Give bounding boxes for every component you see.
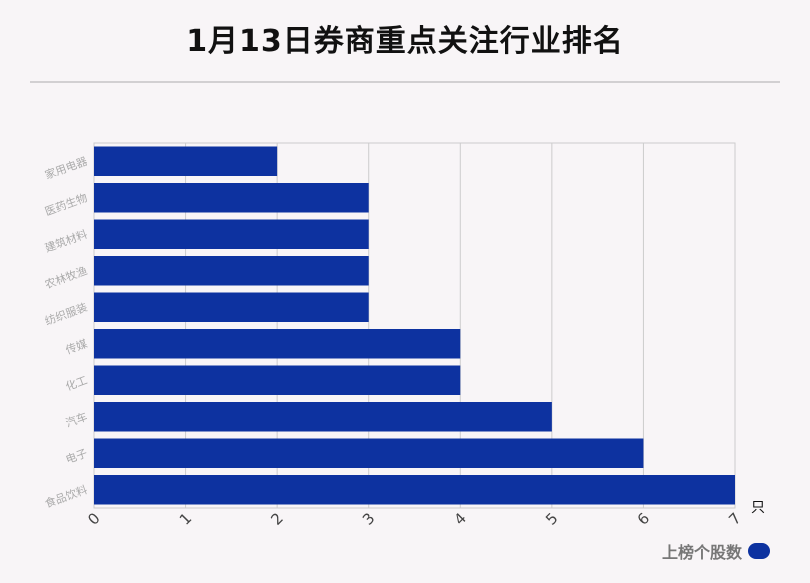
bar — [94, 438, 644, 468]
bar — [94, 256, 369, 286]
x-unit-label: 只 — [751, 500, 765, 516]
chart-title: 1月13日券商重点关注行业排名 — [186, 24, 624, 59]
x-tick-label: 6 — [634, 509, 653, 528]
x-tick-label: 0 — [84, 509, 103, 528]
x-tick-label: 7 — [725, 509, 744, 528]
bar — [94, 329, 461, 359]
bar — [94, 146, 278, 176]
title-divider — [30, 81, 780, 83]
y-category-label: 医药生物 — [43, 190, 89, 218]
legend: 上榜个股数 — [662, 540, 771, 562]
bar — [94, 475, 735, 505]
y-category-label: 传媒 — [64, 337, 89, 357]
bar — [94, 402, 552, 432]
bar — [94, 292, 369, 322]
x-tick-label: 5 — [542, 509, 561, 528]
x-tick-label: 4 — [451, 509, 470, 528]
bar — [94, 219, 369, 249]
y-category-label: 化工 — [64, 373, 89, 394]
y-category-label: 纺织服装 — [43, 300, 89, 328]
y-category-label: 电子 — [64, 447, 89, 467]
bar — [94, 365, 461, 395]
y-category-label: 汽车 — [64, 409, 89, 430]
y-category-label: 建筑材料 — [43, 227, 89, 255]
bar — [94, 183, 369, 213]
y-category-label: 农林牧渔 — [43, 263, 89, 291]
legend-label: 上榜个股数 — [662, 543, 743, 562]
x-tick-label: 3 — [359, 509, 378, 528]
legend-swatch — [748, 543, 771, 559]
y-category-label: 食品饮料 — [43, 482, 89, 510]
x-tick-label: 2 — [267, 509, 286, 528]
y-category-label: 家用电器 — [43, 154, 89, 182]
x-tick-label: 1 — [176, 509, 195, 528]
